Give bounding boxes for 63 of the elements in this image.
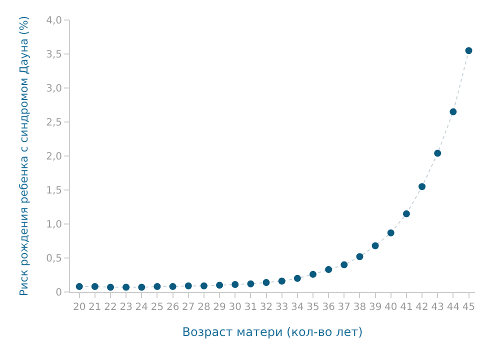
point bbox=[122, 284, 130, 291]
x-tick-label: 31 bbox=[244, 302, 258, 313]
x-tick-label: 30 bbox=[228, 302, 242, 313]
point bbox=[107, 284, 114, 291]
point bbox=[434, 150, 442, 157]
x-tick-label: 39 bbox=[368, 302, 382, 313]
point bbox=[216, 282, 224, 289]
y-tick-label: 2,0 bbox=[46, 152, 62, 162]
point bbox=[450, 108, 457, 116]
x-tick-label: 44 bbox=[446, 302, 460, 313]
point bbox=[310, 270, 316, 278]
x-tick-label: 20 bbox=[72, 302, 86, 313]
y-tick-label: 3,0 bbox=[46, 84, 62, 94]
x-tick-label: 21 bbox=[88, 302, 102, 313]
x-tick-label: 25 bbox=[150, 302, 164, 313]
x-tick-label: 27 bbox=[182, 302, 195, 313]
x-tick-label: 36 bbox=[322, 302, 335, 313]
point bbox=[356, 253, 364, 260]
point bbox=[232, 281, 239, 288]
x-tick-label: 33 bbox=[275, 302, 288, 313]
point bbox=[184, 282, 192, 290]
x-tick-label: 32 bbox=[260, 302, 273, 313]
y-tick-label: 2,5 bbox=[46, 118, 62, 128]
x-tick-label: 28 bbox=[198, 302, 210, 313]
point bbox=[138, 284, 146, 291]
point bbox=[340, 261, 348, 268]
point bbox=[91, 283, 98, 290]
point bbox=[465, 47, 472, 54]
x-tick-label: 38 bbox=[353, 302, 366, 313]
y-tick-label: 1,0 bbox=[46, 220, 62, 230]
x-tick-label: 35 bbox=[306, 302, 320, 313]
x-tick-label: 34 bbox=[291, 302, 304, 313]
y-tick-label: 4,0 bbox=[46, 16, 62, 26]
x-tick-label: 37 bbox=[338, 302, 351, 313]
x-tick-label: 40 bbox=[384, 302, 398, 313]
point bbox=[262, 278, 270, 286]
x-tick-label: 24 bbox=[135, 302, 148, 313]
x-tick-label: 41 bbox=[400, 302, 413, 313]
y-tick-label: 1,5 bbox=[46, 186, 62, 196]
point bbox=[325, 266, 332, 274]
x-tick-label: 22 bbox=[104, 302, 117, 313]
x-tick-label: 42 bbox=[416, 302, 428, 313]
x-tick-label: 23 bbox=[120, 302, 132, 313]
y-tick-label: 0 bbox=[56, 288, 62, 298]
point bbox=[247, 280, 254, 288]
point bbox=[402, 210, 410, 218]
point bbox=[294, 274, 301, 282]
point bbox=[154, 283, 161, 290]
point bbox=[200, 282, 208, 290]
point bbox=[278, 278, 286, 285]
x-tick-label: 45 bbox=[462, 302, 476, 313]
x-tick-label: 43 bbox=[431, 302, 444, 313]
y-axis-title: Риск рождения ребенка с синдромом Дауна (%) bbox=[18, 16, 31, 296]
y-tick-label: 3,5 bbox=[46, 50, 62, 60]
point bbox=[169, 283, 176, 290]
y-tick-label: 0,5 bbox=[46, 254, 62, 264]
x-tick-label: 26 bbox=[166, 302, 180, 313]
point bbox=[372, 242, 379, 250]
point bbox=[76, 283, 83, 290]
point bbox=[387, 229, 394, 236]
x-axis-title: Возраст матери (кол-во лет) bbox=[182, 324, 363, 339]
point bbox=[418, 183, 426, 190]
x-tick-label: 29 bbox=[213, 302, 226, 313]
